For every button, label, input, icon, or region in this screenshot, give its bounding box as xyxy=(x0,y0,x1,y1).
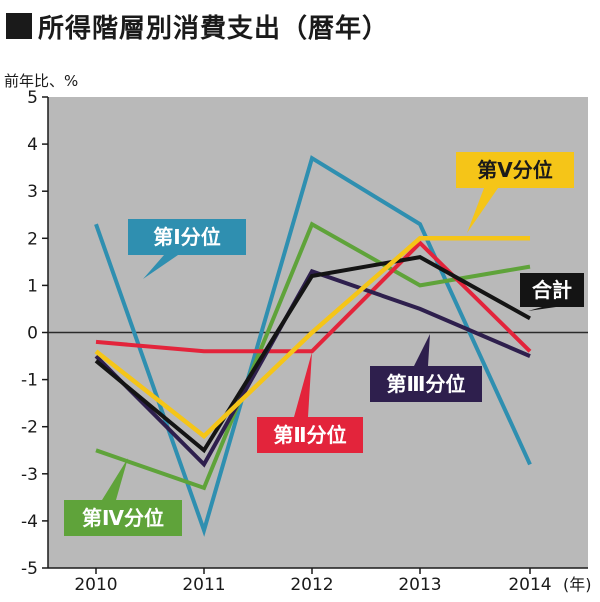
series-label-q1: 第Ⅰ分位 xyxy=(153,225,220,249)
x-tick-label: 2011 xyxy=(182,575,225,595)
callout-box-q2 xyxy=(257,417,363,453)
callout-box-q1 xyxy=(128,219,246,255)
series-label-q3: 第Ⅲ分位 xyxy=(387,372,466,396)
y-tick-label: -4 xyxy=(21,512,38,532)
y-axis-unit-label: 前年比、% xyxy=(4,72,79,90)
series-label-q2: 第Ⅱ分位 xyxy=(273,423,346,447)
series-line-total xyxy=(94,255,531,454)
y-tick-label: 3 xyxy=(27,182,38,202)
y-tick-label: 1 xyxy=(27,276,38,296)
series-lines xyxy=(94,155,532,537)
callout-box-q3 xyxy=(370,366,482,402)
callout-pointer-q4 xyxy=(102,458,128,500)
y-tick-label: 4 xyxy=(27,135,38,155)
chart-title: 所得階層別消費支出（暦年） xyxy=(38,13,390,44)
title-square-icon xyxy=(6,13,32,39)
x-tick-label: 2012 xyxy=(290,575,333,595)
y-tick-label: 2 xyxy=(27,229,38,249)
series-label-q5: 第Ⅴ分位 xyxy=(477,158,552,182)
y-tick-label: -1 xyxy=(21,371,38,391)
series-label-q4: 第Ⅳ分位 xyxy=(82,506,164,530)
x-axis-ticks: 2010 2011 2012 2013 2014 (年) xyxy=(48,567,592,595)
x-tick-label: 2013 xyxy=(398,575,441,595)
x-axis-unit-label: (年) xyxy=(563,575,592,594)
x-tick-label: 2014 xyxy=(508,575,551,595)
callout-box-q5 xyxy=(456,152,574,188)
y-tick-label: 5 xyxy=(27,88,38,108)
callout-box-q4 xyxy=(64,500,182,536)
y-tick-label: -3 xyxy=(21,465,38,485)
callout-pointer-total xyxy=(528,307,556,311)
series-line-q3 xyxy=(94,268,531,468)
callout-box-total xyxy=(520,273,584,307)
y-tick-label: -2 xyxy=(21,418,38,438)
series-label-total: 合計 xyxy=(532,278,572,302)
chart-title-bar: 所得階層別消費支出（暦年） xyxy=(6,6,594,46)
y-tick-label: -5 xyxy=(21,559,38,579)
callout-pointer-q5 xyxy=(467,188,498,233)
x-tick-label: 2010 xyxy=(74,575,117,595)
series-line-q5 xyxy=(94,236,530,440)
callout-pointer-q3 xyxy=(414,334,430,366)
y-axis-ticks: 5 4 3 2 1 0 -1 -2 -3 -4 -5 xyxy=(21,88,49,579)
callout-pointer-q1 xyxy=(143,255,178,279)
y-tick-label: 0 xyxy=(27,324,38,344)
callout-pointer-q2 xyxy=(294,352,312,417)
